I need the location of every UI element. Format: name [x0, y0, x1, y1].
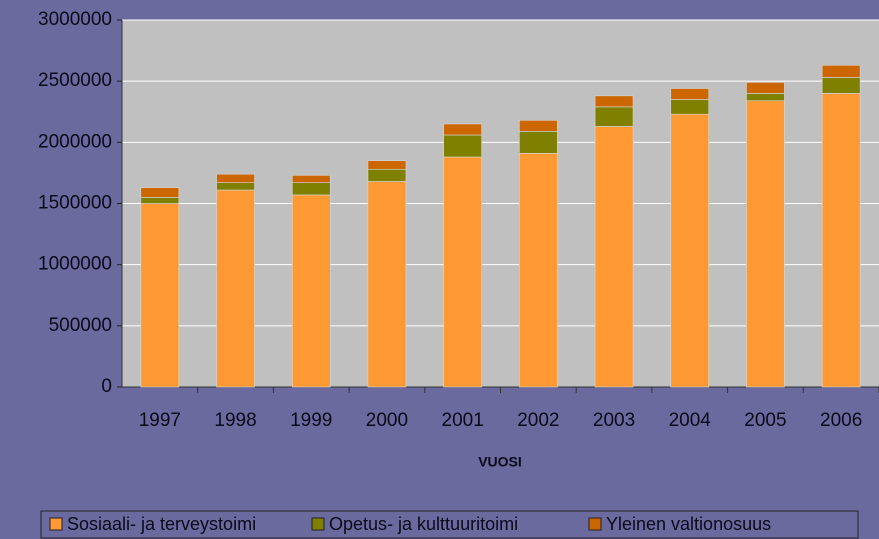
- x-tick-label: 1999: [290, 410, 332, 431]
- x-tick-label: 2006: [820, 410, 862, 431]
- bar-segment: [519, 131, 558, 154]
- x-tick-label: 2000: [366, 410, 408, 431]
- legend-label: Sosiaali- ja terveystoimi: [67, 514, 256, 534]
- bar-segment: [216, 189, 255, 388]
- x-tick-label: 2005: [744, 410, 786, 431]
- bar-segment: [140, 187, 180, 198]
- bar-segment: [670, 113, 710, 388]
- legend-label: Opetus- ja kulttuuritoimi: [329, 514, 518, 534]
- bar-segment: [291, 175, 331, 184]
- bar-segment: [821, 64, 861, 78]
- legend-swatch: [49, 517, 63, 531]
- x-tick-label: 2002: [517, 410, 559, 431]
- bar-segment: [519, 120, 558, 132]
- bar-segment: [140, 197, 180, 204]
- bar-segment: [594, 126, 634, 388]
- y-tick-label: 2000000: [38, 131, 112, 152]
- bar-segment: [443, 134, 482, 158]
- x-tick-label: 1997: [139, 410, 181, 431]
- y-tick-label: 0: [101, 376, 112, 397]
- y-tick-label: 1500000: [38, 193, 112, 214]
- bar-segment: [594, 95, 634, 108]
- bar-segment: [821, 77, 861, 94]
- bar-segment: [367, 160, 407, 170]
- bar-segment: [367, 181, 407, 388]
- legend-box: [40, 510, 859, 539]
- y-tick-label: 1000000: [38, 254, 112, 275]
- bar-segment: [367, 168, 407, 182]
- bar-segment: [443, 156, 482, 388]
- bar-segment: [670, 88, 710, 100]
- x-axis-label: VUOSI: [478, 454, 522, 470]
- bar-segment: [746, 93, 785, 102]
- bar-segment: [670, 99, 710, 115]
- bar-segment: [140, 203, 180, 388]
- bar-segment: [443, 123, 482, 136]
- y-tick-label: 3000000: [38, 9, 112, 30]
- y-tick-label: 500000: [49, 315, 112, 336]
- x-tick-label: 1998: [214, 410, 256, 431]
- bar-segment: [291, 194, 331, 388]
- bar-segment: [821, 93, 861, 388]
- bar-segment: [519, 153, 558, 388]
- legend-swatch: [311, 517, 325, 531]
- bar-segment: [216, 173, 255, 184]
- y-tick-label: 2500000: [38, 70, 112, 91]
- legend-swatch: [588, 517, 602, 531]
- bar-segment: [746, 100, 785, 388]
- x-tick-label: 2003: [593, 410, 635, 431]
- bar-segment: [746, 82, 785, 94]
- legend-label: Yleinen valtionosuus: [606, 514, 771, 534]
- x-tick-label: 2001: [442, 410, 484, 431]
- bar-segment: [594, 106, 634, 127]
- bar-segment: [291, 182, 331, 196]
- x-tick-label: 2004: [669, 410, 712, 431]
- bar-segment: [216, 182, 255, 191]
